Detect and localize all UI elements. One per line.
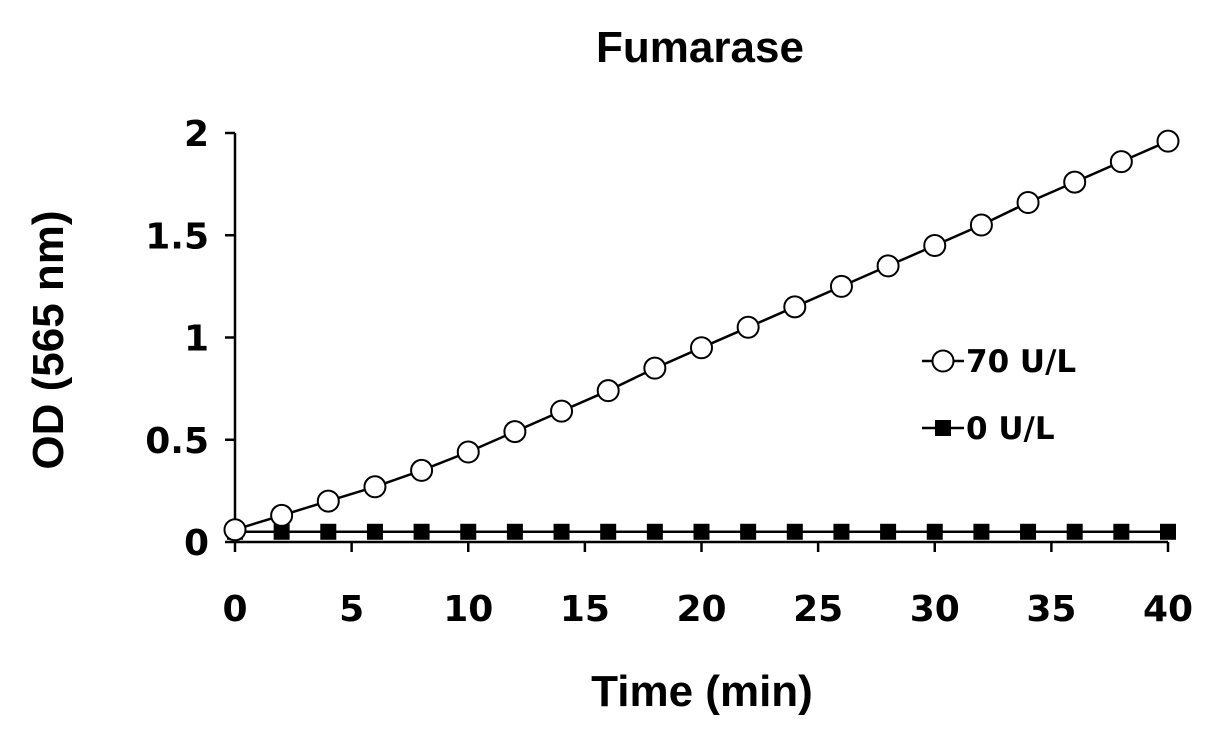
data-point-circle [223,518,247,542]
axes: 00.511.520 5 10 15 20 25 30 35 40 [145,114,1193,630]
legend-marker-square [935,420,951,436]
series-0-ul [227,523,1176,540]
data-point-circle [270,503,294,527]
legend-label: 70 U/L [966,344,1076,380]
y-tick-label: 1.5 [145,216,209,257]
x-tick-label: 0 [222,589,247,630]
x-tick-label: 35 [1026,589,1076,630]
data-point-square [273,523,290,540]
data-point-circle [923,233,947,257]
series-70-ul [223,129,1180,542]
data-point-square [786,523,803,540]
y-tick-label: 2 [184,114,209,155]
data-point-square [926,523,943,540]
data-point-square [880,523,897,540]
data-point-square [460,523,477,540]
data-point-circle [503,420,527,444]
x-tick-label: 10 [443,589,493,630]
x-tick-label: 20 [676,589,726,630]
x-tick-label: 30 [910,589,960,630]
data-point-square [693,523,710,540]
x-tick-label: 15 [560,589,610,630]
data-point-square [740,523,757,540]
y-tick-label: 0.5 [145,421,209,462]
legend: 70 U/L 0 U/L [922,344,1076,447]
data-point-square [833,523,850,540]
data-point-square [600,523,617,540]
data-point-circle [1156,129,1180,153]
data-point-circle [316,489,340,513]
data-point-square [506,523,523,540]
y-tick-label: 0 [184,523,209,564]
data-point-circle [783,295,807,319]
data-point-circle [643,356,667,380]
data-point-square [320,523,337,540]
data-point-square [646,523,663,540]
data-point-circle [1063,170,1087,194]
data-point-square [973,523,990,540]
y-tick-label: 1 [184,319,209,360]
data-point-circle [690,336,713,360]
x-axis-title: Time (min) [591,667,813,716]
data-point-circle [456,440,480,464]
data-point-circle [410,458,434,482]
data-point-square [366,523,383,540]
data-point-circle [1109,150,1133,174]
series-group [223,129,1180,542]
y-axis-title: OD (565 nm) [24,210,73,469]
data-point-circle [829,274,853,298]
x-tick-label: 5 [339,589,364,630]
x-tick-label: 25 [793,589,843,630]
legend-label: 0 U/L [966,411,1055,447]
data-point-square [1066,523,1083,540]
chart-title: Fumarase [596,23,804,72]
data-point-circle [876,254,900,278]
legend-marker-circle [931,349,955,373]
data-point-circle [363,475,387,499]
data-point-square [1160,523,1176,540]
data-point-square [1020,523,1037,540]
data-point-circle [550,399,574,423]
x-tick-label: 40 [1143,589,1193,630]
data-point-circle [736,315,760,339]
data-point-square [413,523,430,540]
data-point-circle [969,213,993,237]
data-point-square [1113,523,1130,540]
data-point-circle [596,379,620,403]
data-point-circle [1016,191,1040,215]
data-point-square [553,523,570,540]
